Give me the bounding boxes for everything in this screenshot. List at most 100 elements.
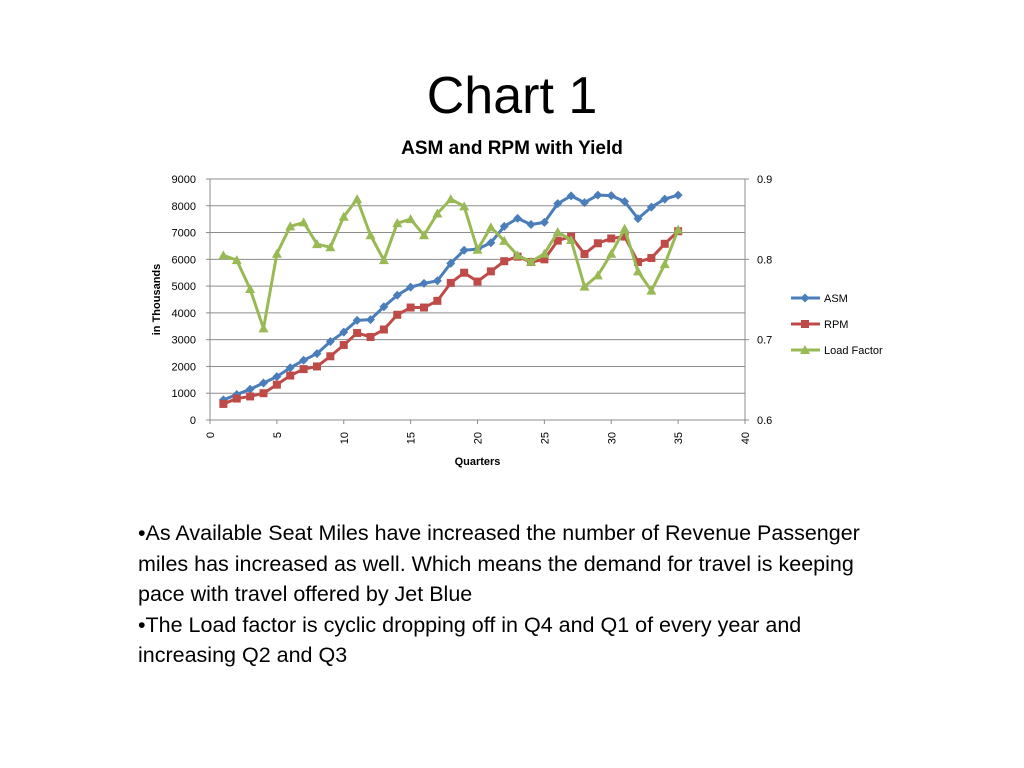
- data-point: [460, 268, 469, 277]
- data-point: [326, 352, 335, 361]
- y-tick-label: 6000: [172, 254, 196, 266]
- data-point: [405, 214, 416, 224]
- data-point: [660, 239, 669, 248]
- data-point: [298, 217, 309, 227]
- y-tick-label: 8000: [172, 201, 196, 213]
- data-point: [312, 349, 322, 359]
- x-tick-label: 40: [740, 432, 752, 444]
- data-point: [366, 332, 375, 341]
- data-point: [553, 199, 563, 209]
- data-point: [392, 290, 402, 300]
- data-point: [580, 249, 589, 258]
- data-point: [606, 248, 617, 258]
- data-point: [633, 214, 643, 224]
- data-point: [499, 235, 510, 245]
- data-point: [606, 191, 616, 201]
- data-point: [499, 221, 509, 231]
- data-point: [500, 257, 509, 266]
- x-tick-label: 0: [205, 432, 217, 438]
- data-point: [512, 250, 523, 260]
- series-rpm: [219, 227, 683, 408]
- y2-tick-label: 0.7: [757, 335, 772, 347]
- data-point: [432, 208, 443, 218]
- data-point: [259, 389, 268, 398]
- data-point: [419, 278, 429, 288]
- data-point: [459, 245, 469, 255]
- x-tick-label: 5: [272, 432, 284, 438]
- data-point: [486, 238, 496, 248]
- data-point: [647, 253, 656, 262]
- y-tick-label: 1000: [172, 388, 196, 400]
- data-point: [406, 282, 416, 292]
- y-tick-label: 0: [190, 415, 196, 427]
- data-point: [285, 363, 295, 373]
- data-point: [299, 365, 308, 374]
- x-tick-label: 10: [339, 432, 351, 444]
- x-tick-label: 20: [473, 432, 485, 444]
- y-tick-label: 7000: [172, 228, 196, 240]
- data-point: [634, 258, 642, 267]
- data-point: [325, 242, 336, 252]
- y-tick-label: 2000: [172, 361, 196, 373]
- data-point: [607, 234, 616, 243]
- data-point: [526, 220, 536, 230]
- data-point: [566, 191, 576, 201]
- gridlines: [210, 178, 745, 421]
- x-axis-title: Quarters: [455, 456, 501, 468]
- data-point: [258, 323, 269, 333]
- data-point: [593, 190, 603, 200]
- data-point: [539, 217, 549, 227]
- data-point: [259, 378, 268, 388]
- data-point: [352, 315, 362, 325]
- data-point: [800, 293, 810, 303]
- data-point: [299, 355, 309, 365]
- series-asm: [218, 190, 683, 405]
- data-point: [553, 236, 562, 245]
- data-point: [620, 232, 629, 241]
- data-point: [339, 327, 349, 337]
- bullet-load-factor: •The Load factor is cyclic dropping off …: [138, 612, 802, 668]
- asm-rpm-chart: ASM and RPM with Yield 0 1000 2000 3000 4000 5…: [151, 138, 883, 468]
- chart-title: ASM and RPM with Yield: [401, 138, 623, 159]
- data-point: [272, 372, 282, 382]
- x-tick-labels: 0 5 10 15 20 25 30 35 40: [205, 420, 752, 444]
- data-point: [526, 256, 536, 266]
- y2-tick-label: 0.9: [757, 174, 772, 186]
- data-point: [485, 222, 496, 232]
- data-point: [271, 248, 282, 258]
- bullet-asm-rpm: •As Available Seat Miles have increased …: [138, 521, 860, 606]
- data-point: [646, 285, 657, 295]
- data-point: [633, 266, 643, 276]
- data-point: [232, 394, 241, 403]
- data-point: [592, 270, 603, 280]
- x-tick-label: 25: [539, 432, 551, 444]
- legend: ASM RPM Load Factor: [791, 293, 883, 357]
- y-tick-labels: 0 1000 2000 3000 4000 5000 6000 7000 8000 9000: [172, 174, 210, 427]
- x-tick-label: 35: [673, 432, 685, 444]
- data-point: [486, 267, 495, 276]
- data-point: [432, 276, 442, 286]
- data-point: [379, 325, 388, 334]
- y-tick-label: 9000: [172, 174, 196, 186]
- data-point: [801, 320, 809, 328]
- data-point: [219, 399, 228, 408]
- legend-item: RPM: [791, 319, 848, 331]
- data-point: [619, 223, 630, 233]
- data-point: [446, 258, 456, 268]
- bullet-list: •As Available Seat Miles have increased …: [138, 518, 878, 671]
- legend-label: ASM: [824, 293, 848, 305]
- data-point: [473, 277, 482, 286]
- data-point: [420, 303, 428, 312]
- data-point: [339, 341, 348, 350]
- data-point: [246, 392, 255, 401]
- data-point: [459, 201, 470, 211]
- data-point: [338, 211, 349, 221]
- data-point: [673, 190, 683, 200]
- y-tick-label: 5000: [172, 281, 196, 293]
- data-point: [313, 362, 321, 371]
- data-point: [245, 384, 255, 394]
- legend-label: Load Factor: [824, 345, 883, 357]
- data-point: [540, 255, 549, 264]
- data-point: [646, 202, 656, 212]
- data-point: [800, 345, 810, 354]
